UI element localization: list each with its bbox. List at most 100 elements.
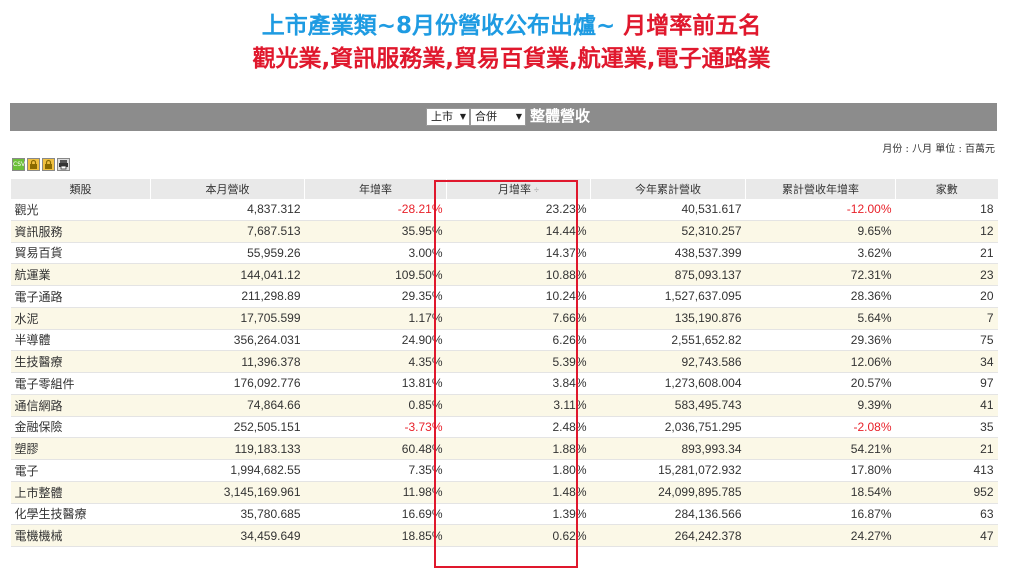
headline-red-text: 月增率前五名 [615,13,762,39]
market-select-value: 上市 [431,110,453,123]
mom-cell: 3.84% [446,372,591,395]
mom-cell: 1.39% [446,503,591,526]
mom-cell: 1.48% [446,481,591,504]
table-row: 化學生技醫療 35,780.685 16.69% 1.39% 284,136.566 16… [10,503,998,526]
sector-cell: 電子零組件 [10,372,151,395]
ytd-yoy-cell: 54.21% [745,437,896,460]
col-header-monthly-revenue[interactable]: 本月營收 [150,179,305,199]
mom-cell: 5.39% [446,350,591,373]
revenue-cell: 3,145,169.961 [150,481,305,504]
period-unit-label: 月份 : 八月 單位 : 百萬元 [882,144,995,155]
ytd-yoy-cell: 5.64% [745,307,896,330]
lock-icon[interactable] [42,158,55,171]
ytd-revenue-cell: 583,495.743 [590,394,746,417]
table-header-row: 類股 本月營收 年增率 月增率 ÷ 今年累計營收 累計營收年增率 家數 [10,179,998,199]
sector-cell: 電子通路 [10,285,151,308]
table-row: 電機機械 34,459.649 18.85% 0.62% 264,242.378 24.2… [10,524,998,547]
col-header-company-count[interactable]: 家數 [895,179,998,199]
sector-cell: 航運業 [10,263,151,286]
yoy-cell: 109.50% [304,263,447,286]
company-count-cell: 97 [895,372,998,395]
mom-cell: 2.48% [446,416,591,439]
col-header-sector[interactable]: 類股 [10,179,151,199]
panel-title: 整體營收 [530,107,591,125]
mom-cell: 3.11% [446,394,591,417]
col-header-ytd-revenue[interactable]: 今年累計營收 [590,179,746,199]
yoy-cell: 16.69% [304,503,447,526]
company-count-cell: 23 [895,263,998,286]
ytd-yoy-cell: 28.36% [745,285,896,308]
chevron-down-icon: ▼ [459,112,466,121]
company-count-cell: 18 [895,199,998,221]
yoy-cell: 3.00% [304,242,447,265]
col-header-yoy[interactable]: 年增率 [304,179,447,199]
yoy-cell: 13.81% [304,372,447,395]
yoy-cell: 18.85% [304,524,447,547]
revenue-cell: 252,505.151 [150,416,305,439]
company-count-cell: 21 [895,437,998,460]
revenue-cell: 356,264.031 [150,329,305,352]
ytd-yoy-cell: 18.54% [745,481,896,504]
sector-cell: 電機機械 [10,524,151,547]
revenue-cell: 34,459.649 [150,524,305,547]
ytd-revenue-cell: 1,273,608.004 [590,372,746,395]
headline-blue-text: 上市產業類~8月份營收公布出爐~ [261,13,616,39]
table-row: 生技醫療 11,396.378 4.35% 5.39% 92,743.586 12.06%… [10,350,998,373]
table-row: 電子 1,994,682.55 7.35% 1.80% 15,281,072.932 17… [10,459,998,482]
table-row: 金融保險 252,505.151 -3.73% 2.48% 2,036,751.295-… [10,416,998,439]
col-header-ytd-yoy[interactable]: 累計營收年增率 [745,179,896,199]
mom-cell: 0.62% [446,524,591,547]
table-row: 電子零組件 176,092.776 13.81% 3.84% 1,273,608.004… [10,372,998,395]
table-row: 航運業 144,041.12 109.50% 10.88% 875,093.137 72.… [10,263,998,286]
headline-line-2: 觀光業,資訊服務業,貿易百貨業,航運業,電子通路業 [252,46,771,72]
ytd-revenue-cell: 284,136.566 [590,503,746,526]
ytd-revenue-cell: 875,093.137 [590,263,746,286]
sector-cell: 生技醫療 [10,350,151,373]
print-icon[interactable] [57,158,70,171]
ytd-yoy-cell: -2.08% [745,416,896,439]
table-row: 電子通路 211,298.89 29.35% 10.24% 1,527,637.095 2… [10,285,998,308]
ytd-revenue-cell: 24,099,895.785 [590,481,746,504]
company-count-cell: 35 [895,416,998,439]
yoy-cell: 0.85% [304,394,447,417]
col-header-mom-label: 月增率 [497,184,531,196]
ytd-yoy-cell: 17.80% [745,459,896,482]
revenue-table: 類股 本月營收 年增率 月增率 ÷ 今年累計營收 累計營收年增率 家數 觀光 4,… [10,179,998,547]
sector-cell: 貿易百貨 [10,242,151,265]
mom-cell: 14.44% [446,220,591,243]
ytd-yoy-cell: 3.62% [745,242,896,265]
ytd-yoy-cell: 24.27% [745,524,896,547]
company-count-cell: 413 [895,459,998,482]
ytd-revenue-cell: 2,036,751.295 [590,416,746,439]
company-count-cell: 75 [895,329,998,352]
ytd-yoy-cell: 9.65% [745,220,896,243]
ytd-revenue-cell: 438,537.399 [590,242,746,265]
col-header-mom[interactable]: 月增率 ÷ [446,179,591,199]
sort-icon[interactable]: ÷ [534,185,539,195]
ytd-revenue-cell: 893,993.34 [590,437,746,460]
consolidation-select[interactable]: 合併 ▼ [470,108,526,126]
csv-icon[interactable]: CSV [12,158,25,171]
mom-cell: 23.23% [446,199,591,221]
mom-cell: 10.88% [446,263,591,286]
revenue-cell: 55,959.26 [150,242,305,265]
revenue-cell: 17,705.599 [150,307,305,330]
yoy-cell: 1.17% [304,307,447,330]
revenue-cell: 35,780.685 [150,503,305,526]
yoy-cell: 24.90% [304,329,447,352]
revenue-cell: 4,837.312 [150,199,305,221]
company-count-cell: 41 [895,394,998,417]
mom-cell: 1.88% [446,437,591,460]
sector-cell: 上市整體 [10,481,151,504]
yoy-cell: -28.21% [304,199,447,221]
revenue-cell: 176,092.776 [150,372,305,395]
sector-cell: 電子 [10,459,151,482]
mom-cell: 7.66% [446,307,591,330]
sector-cell: 水泥 [10,307,151,330]
table-row: 半導體 356,264.031 24.90% 6.26% 2,551,652.82 29.… [10,329,998,352]
lock-icon[interactable] [27,158,40,171]
company-count-cell: 12 [895,220,998,243]
market-select[interactable]: 上市 ▼ [426,108,470,126]
yoy-cell: 7.35% [304,459,447,482]
yoy-cell: 35.95% [304,220,447,243]
